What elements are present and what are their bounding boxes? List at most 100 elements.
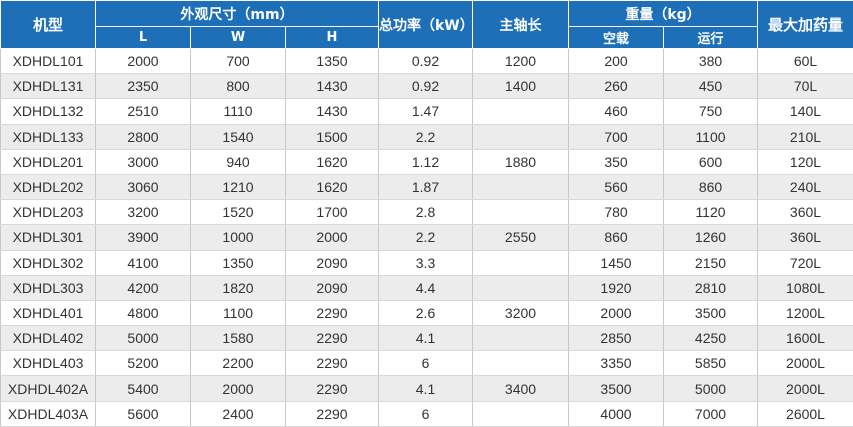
table-cell [473, 124, 569, 149]
table-cell: 4200 [96, 275, 191, 300]
table-cell: 750 [664, 99, 758, 124]
table-cell [473, 99, 569, 124]
table-cell [473, 275, 569, 300]
table-cell: 1200 [473, 49, 569, 74]
table-cell: 860 [664, 174, 758, 199]
table-cell: 1520 [191, 200, 286, 225]
table-cell: 2550 [473, 225, 569, 250]
table-cell: 1350 [191, 250, 286, 275]
table-cell: 6 [379, 401, 473, 426]
table-cell: 1200L [758, 300, 853, 325]
table-cell: 2200 [191, 351, 286, 376]
table-cell: 780 [569, 200, 664, 225]
table-cell: 2600L [758, 401, 853, 426]
table-cell [473, 326, 569, 351]
table-cell: 5000 [96, 326, 191, 351]
table-cell: 260 [569, 74, 664, 99]
table-cell: 2810 [664, 275, 758, 300]
header-cell: 运行 [664, 27, 758, 49]
table-cell: 2.8 [379, 200, 473, 225]
table-cell: 800 [191, 74, 286, 99]
table-cell: 1580 [191, 326, 286, 351]
table-cell [473, 174, 569, 199]
table-cell: XDHDL101 [1, 49, 96, 74]
table-cell: 2510 [96, 99, 191, 124]
table-cell: 2000 [286, 225, 379, 250]
table-cell: 140L [758, 99, 853, 124]
table-cell: XDHDL402A [1, 376, 96, 401]
table-cell: 1450 [569, 250, 664, 275]
table-cell: 3000 [96, 149, 191, 174]
table-cell: XDHDL131 [1, 74, 96, 99]
table-cell: 4.1 [379, 326, 473, 351]
table-cell: 2850 [569, 326, 664, 351]
table-cell: 1430 [286, 74, 379, 99]
table-cell: 1080L [758, 275, 853, 300]
table-cell: 70L [758, 74, 853, 99]
table-cell: 1500 [286, 124, 379, 149]
table-cell: 1820 [191, 275, 286, 300]
table-cell: 60L [758, 49, 853, 74]
table-cell: 3060 [96, 174, 191, 199]
table-cell: XDHDL201 [1, 149, 96, 174]
header-cell: 最大加药量 [758, 1, 853, 49]
table-cell: XDHDL402 [1, 326, 96, 351]
header-cell: 总功率（kW） [379, 1, 473, 49]
header-cell: W [191, 27, 286, 49]
table-cell: 3400 [473, 376, 569, 401]
table-cell: 2090 [286, 275, 379, 300]
table-cell: 2000L [758, 351, 853, 376]
table-cell: 2290 [286, 326, 379, 351]
table-cell: 560 [569, 174, 664, 199]
table-cell: 700 [569, 124, 664, 149]
header-cell: 重量（kg） [569, 1, 758, 27]
table-cell: 1540 [191, 124, 286, 149]
table-cell: 2290 [286, 351, 379, 376]
header-cell: H [286, 27, 379, 49]
table-cell [473, 401, 569, 426]
table-cell: 2290 [286, 300, 379, 325]
table-cell: 240L [758, 174, 853, 199]
table-cell: 1700 [286, 200, 379, 225]
table-cell: XDHDL133 [1, 124, 96, 149]
table-cell: 5400 [96, 376, 191, 401]
table-cell: 6 [379, 351, 473, 376]
table-cell: 360L [758, 225, 853, 250]
table-cell: 2090 [286, 250, 379, 275]
table-cell: 600 [664, 149, 758, 174]
table-cell: XDHDL303 [1, 275, 96, 300]
table-cell: 3500 [664, 300, 758, 325]
table-cell: 2.2 [379, 124, 473, 149]
table-cell: 2000 [96, 49, 191, 74]
table-cell: 3200 [96, 200, 191, 225]
table-cell: 2.6 [379, 300, 473, 325]
table-cell: 700 [191, 49, 286, 74]
table-cell: 1430 [286, 99, 379, 124]
table-cell: 1350 [286, 49, 379, 74]
table-cell: 460 [569, 99, 664, 124]
table-cell [473, 351, 569, 376]
table-cell: 940 [191, 149, 286, 174]
table-cell: 350 [569, 149, 664, 174]
table-cell: 2400 [191, 401, 286, 426]
table-cell: 200 [569, 49, 664, 74]
table-cell: 720L [758, 250, 853, 275]
header-cell: L [96, 27, 191, 49]
table-cell: 1620 [286, 149, 379, 174]
header-cell: 空载 [569, 27, 664, 49]
table-cell: 120L [758, 149, 853, 174]
table-cell: 360L [758, 200, 853, 225]
table-cell: 2150 [664, 250, 758, 275]
table-cell: 7000 [664, 401, 758, 426]
